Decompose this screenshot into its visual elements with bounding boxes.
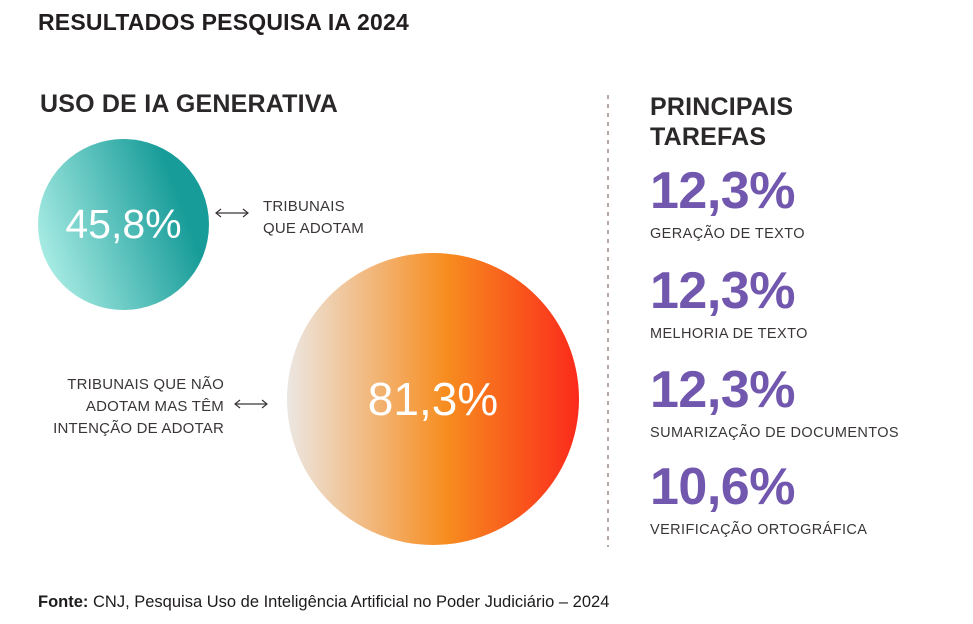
- label-line: QUE ADOTAM: [263, 220, 364, 237]
- source-note: Fonte: CNJ, Pesquisa Uso de Inteligência…: [38, 593, 609, 612]
- bubble-value: 81,3%: [367, 373, 499, 425]
- heading-line: PRINCIPAIS: [650, 93, 794, 121]
- label-tribunais-adotam: TRIBUNAIS QUE ADOTAM: [263, 196, 364, 240]
- dashed-divider: [607, 95, 609, 547]
- heading-line: TAREFAS: [650, 123, 767, 151]
- stat-value: 12,3%: [650, 262, 795, 320]
- stat-value: 10,6%: [650, 458, 795, 516]
- section-heading-principais-tarefas: PRINCIPAIS TAREFAS: [650, 92, 793, 152]
- label-line: TRIBUNAIS: [263, 198, 345, 215]
- source-text: CNJ, Pesquisa Uso de Inteligência Artifi…: [93, 593, 610, 611]
- stat-label: SUMARIZAÇÃO DE DOCUMENTOS: [650, 425, 900, 441]
- stat-verificacao-ortografica: 10,6% VERIFICAÇÃO ORTOGRÁFICA: [650, 459, 867, 538]
- double-arrow-icon: [232, 397, 270, 415]
- stat-label: MELHORIA DE TEXTO: [650, 326, 808, 342]
- label-line: TRIBUNAIS QUE NÃO: [67, 376, 224, 393]
- label-line: ADOTAM MAS TÊM: [85, 398, 224, 415]
- stat-label: VERIFICAÇÃO ORTOGRÁFICA: [650, 522, 868, 538]
- page-title: RESULTADOS PESQUISA IA 2024: [38, 9, 409, 35]
- bubble-tribunais-adotam: 45,8%: [38, 139, 209, 310]
- label-tribunais-intencao: TRIBUNAIS QUE NÃO ADOTAM MAS TÊM INTENÇÃ…: [38, 374, 224, 440]
- stat-sumarizacao-documentos: 12,3% SUMARIZAÇÃO DE DOCUMENTOS: [650, 362, 899, 441]
- label-line: INTENÇÃO DE ADOTAR: [53, 420, 224, 437]
- stat-value: 12,3%: [650, 162, 795, 220]
- source-prefix: Fonte:: [38, 593, 89, 611]
- stat-melhoria-texto: 12,3% MELHORIA DE TEXTO: [650, 263, 808, 342]
- stat-geracao-texto: 12,3% GERAÇÃO DE TEXTO: [650, 163, 805, 242]
- stat-label: GERAÇÃO DE TEXTO: [650, 226, 805, 242]
- bubble-tribunais-intencao: 81,3%: [287, 253, 579, 545]
- section-heading-uso-ia: USO DE IA GENERATIVA: [40, 90, 339, 118]
- double-arrow-icon: [213, 206, 251, 224]
- stat-value: 12,3%: [650, 361, 795, 419]
- bubble-value: 45,8%: [65, 201, 182, 247]
